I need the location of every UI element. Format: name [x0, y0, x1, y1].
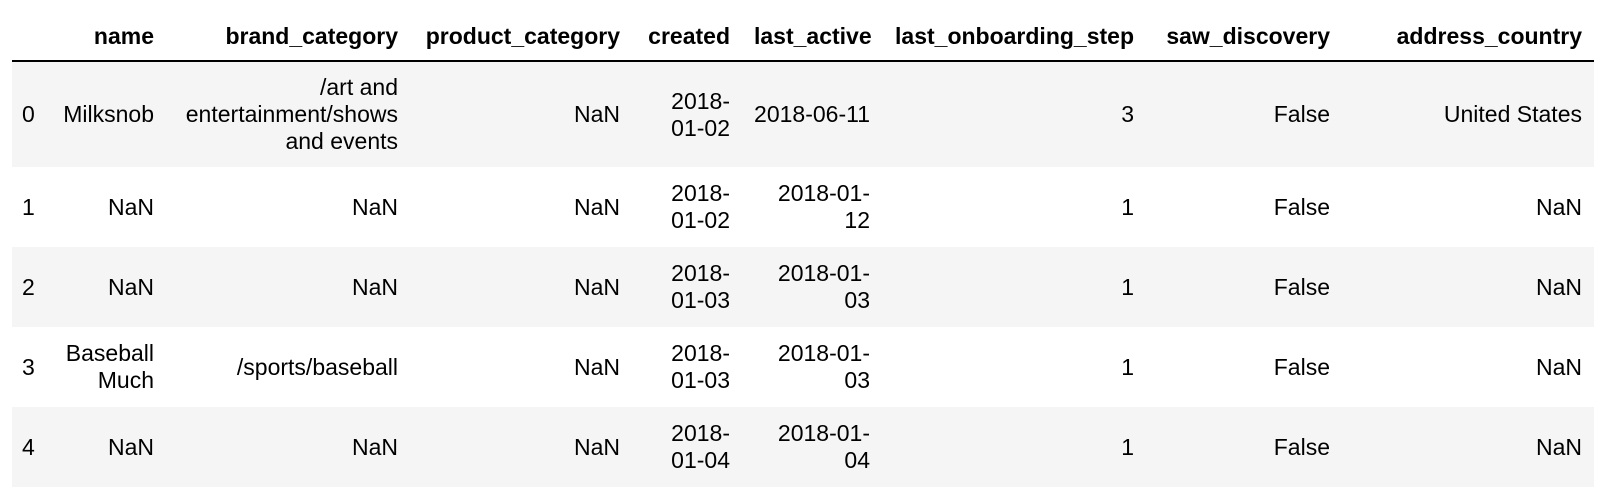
table-row: 1 NaN NaN NaN 2018-01-02 2018-01-12 1 Fa… [12, 167, 1594, 247]
cell-address-country: United States [1443, 101, 1582, 127]
cell-last-onboarding-step: 1 [1121, 353, 1134, 380]
table-header: name brand_category product_category cre… [12, 12, 1594, 62]
cell-last-onboarding-step: 1 [1121, 433, 1134, 460]
cell-saw-discovery: False [1273, 353, 1330, 380]
cell-brand-category: /sports/baseball [236, 353, 398, 380]
cell-name: NaN [107, 433, 154, 460]
index-header [12, 12, 46, 62]
row-index: 1 [22, 193, 35, 220]
cell-created: 2018-01-03 [671, 260, 730, 313]
cell-address-country: NaN [1535, 273, 1582, 300]
cell-saw-discovery: False [1273, 433, 1330, 460]
column-header-brand-category: brand_category [166, 12, 410, 62]
cell-last-onboarding-step: 3 [1121, 101, 1134, 127]
cell-brand-category: NaN [351, 193, 398, 220]
cell-product-category: NaN [573, 273, 620, 300]
table-row: 3 Baseball Much /sports/baseball NaN 201… [12, 327, 1594, 407]
cell-last-active: 2018-01-04 [777, 420, 870, 473]
cell-last-active: 2018-06-11 [754, 101, 870, 127]
row-index: 4 [22, 433, 35, 460]
column-header-address-country: address_country [1342, 12, 1594, 62]
cell-last-active: 2018-01-03 [777, 340, 870, 393]
cell-created: 2018-01-02 [671, 87, 730, 141]
column-header-saw-discovery: saw_discovery [1146, 12, 1342, 62]
dataframe-table: name brand_category product_category cre… [12, 12, 1594, 487]
column-header-last-active: last_active [742, 12, 882, 62]
cell-last-active: 2018-01-03 [777, 260, 870, 313]
cell-name: Milksnob [63, 101, 154, 127]
column-header-last-onboarding-step: last_onboarding_step [882, 12, 1146, 62]
table-row: 4 NaN NaN NaN 2018-01-04 2018-01-04 1 Fa… [12, 407, 1594, 487]
cell-last-onboarding-step: 1 [1121, 273, 1134, 300]
row-index: 2 [22, 273, 35, 300]
table-row: 0 Milksnob /art and entertainment/shows … [12, 61, 1594, 167]
row-index: 0 [22, 101, 35, 127]
cell-created: 2018-01-04 [671, 420, 730, 473]
column-header-name: name [46, 12, 166, 62]
cell-brand-category: NaN [351, 433, 398, 460]
cell-created: 2018-01-02 [671, 180, 730, 233]
cell-address-country: NaN [1535, 353, 1582, 380]
column-header-created: created [632, 12, 742, 62]
cell-name: Baseball Much [65, 340, 154, 393]
cell-address-country: NaN [1535, 433, 1582, 460]
cell-saw-discovery: False [1273, 101, 1330, 127]
cell-saw-discovery: False [1273, 273, 1330, 300]
cell-product-category: NaN [573, 433, 620, 460]
cell-last-active: 2018-01-12 [777, 180, 870, 233]
row-index: 3 [22, 353, 35, 380]
cell-created: 2018-01-03 [671, 340, 730, 393]
table-body: 0 Milksnob /art and entertainment/shows … [12, 61, 1594, 487]
cell-last-onboarding-step: 1 [1121, 193, 1134, 220]
dataframe-output: name brand_category product_category cre… [12, 12, 1594, 487]
cell-brand-category: /art and entertainment/shows and events [185, 74, 398, 154]
cell-name: NaN [107, 273, 154, 300]
cell-brand-category: NaN [351, 273, 398, 300]
column-header-product-category: product_category [410, 12, 632, 62]
cell-saw-discovery: False [1273, 193, 1330, 220]
cell-product-category: NaN [573, 193, 620, 220]
header-row: name brand_category product_category cre… [12, 12, 1594, 62]
table-row: 2 NaN NaN NaN 2018-01-03 2018-01-03 1 Fa… [12, 247, 1594, 327]
cell-name: NaN [107, 193, 154, 220]
cell-product-category: NaN [573, 353, 620, 380]
cell-product-category: NaN [573, 101, 620, 127]
cell-address-country: NaN [1535, 193, 1582, 220]
